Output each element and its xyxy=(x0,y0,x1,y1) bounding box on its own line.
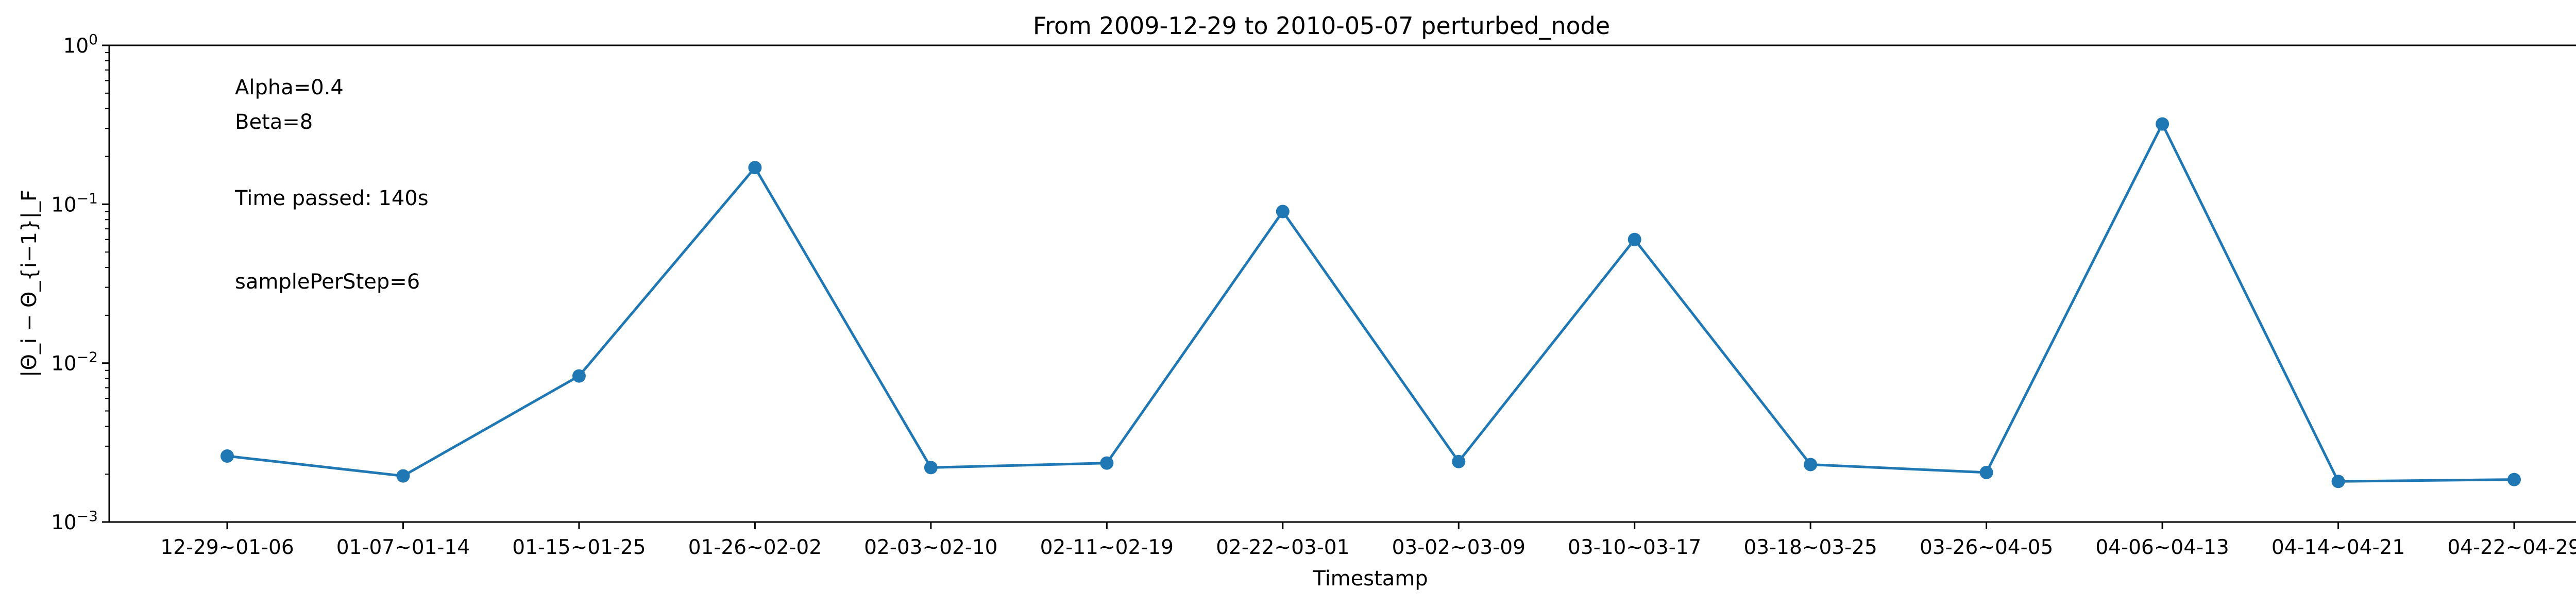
x-axis-label: Timestamp xyxy=(1312,567,1428,591)
data-point xyxy=(1100,456,1114,470)
x-tick-label: 04-06~04-13 xyxy=(2095,536,2229,559)
y-tick-label: 10−2 xyxy=(51,349,98,376)
chart-title: From 2009-12-29 to 2010-05-07 perturbed_… xyxy=(1033,12,1610,40)
plot-area xyxy=(108,44,2576,523)
annotation-alpha: Alpha=0.4 xyxy=(235,76,344,99)
y-axis: 100 10−1 10−2 10−3 xyxy=(51,31,109,534)
data-point xyxy=(221,449,234,463)
series-line xyxy=(227,123,2515,483)
x-tick-label: 01-15~01-25 xyxy=(512,536,646,559)
x-tick-label: 03-26~04-05 xyxy=(1920,536,2053,559)
data-point xyxy=(924,461,938,475)
annotation-time-passed: Time passed: 140s xyxy=(234,187,429,210)
data-point xyxy=(1804,458,1818,472)
x-tick-label: 04-22~04-29 xyxy=(2447,536,2576,559)
x-tick-label: 02-22~03-01 xyxy=(1216,536,1349,559)
annotation-sample-per-step: samplePerStep=6 xyxy=(235,270,420,294)
x-tick-label: 02-03~02-10 xyxy=(864,536,997,559)
y-axis-label: |Θ_i − Θ_{i−1}|_F xyxy=(18,190,41,377)
data-point xyxy=(1276,205,1290,218)
data-point xyxy=(1979,465,1993,479)
series-markers xyxy=(221,117,2521,489)
plot-frame xyxy=(108,44,2576,523)
x-tick-label: 03-02~03-09 xyxy=(1392,536,1526,559)
data-point xyxy=(2507,473,2521,486)
y-tick-label: 10−3 xyxy=(51,508,98,534)
data-point xyxy=(572,369,586,383)
y-tick-label: 100 xyxy=(63,31,98,58)
data-point xyxy=(1452,454,1466,468)
y-tick-label: 10−1 xyxy=(51,190,98,216)
x-tick-label: 03-18~03-25 xyxy=(1743,536,1877,559)
x-tick-label: 01-26~02-02 xyxy=(688,536,822,559)
data-point xyxy=(748,161,762,175)
x-axis: 12-29~01-06 01-07~01-14 01-15~01-25 01-26~0… xyxy=(160,522,2576,559)
data-point xyxy=(2331,475,2345,489)
annotations: Alpha=0.4 Beta=8 Time passed: 140s sampl… xyxy=(234,76,429,294)
x-tick-label: 01-07~01-14 xyxy=(336,536,470,559)
x-tick-label: 03-10~03-17 xyxy=(1568,536,1701,559)
x-tick-label: 02-11~02-19 xyxy=(1040,536,1174,559)
x-tick-label: 12-29~01-06 xyxy=(160,536,294,559)
annotation-beta: Beta=8 xyxy=(235,110,313,134)
data-point xyxy=(1628,232,1641,246)
data-point xyxy=(2156,117,2170,131)
data-point xyxy=(396,469,410,483)
x-tick-label: 04-14~04-21 xyxy=(2272,536,2405,559)
